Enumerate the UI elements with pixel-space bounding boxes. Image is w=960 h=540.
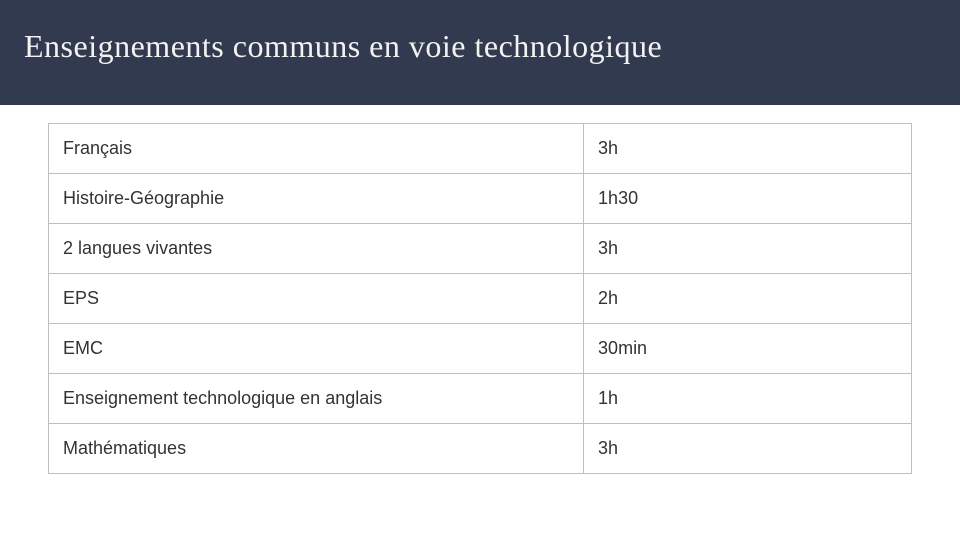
subject-cell: Français [49, 124, 584, 174]
hours-cell: 2h [584, 274, 912, 324]
subjects-table: Français3hHistoire-Géographie1h302 langu… [48, 123, 912, 474]
subjects-table-body: Français3hHistoire-Géographie1h302 langu… [49, 124, 912, 474]
table-row: Français3h [49, 124, 912, 174]
table-row: EPS2h [49, 274, 912, 324]
slide-title: Enseignements communs en voie technologi… [24, 28, 936, 65]
subject-cell: 2 langues vivantes [49, 224, 584, 274]
hours-cell: 3h [584, 424, 912, 474]
hours-cell: 1h [584, 374, 912, 424]
subject-cell: Mathématiques [49, 424, 584, 474]
table-row: Enseignement technologique en anglais1h [49, 374, 912, 424]
subject-cell: Enseignement technologique en anglais [49, 374, 584, 424]
hours-cell: 30min [584, 324, 912, 374]
subject-cell: EMC [49, 324, 584, 374]
table-row: 2 langues vivantes3h [49, 224, 912, 274]
hours-cell: 3h [584, 124, 912, 174]
subject-cell: EPS [49, 274, 584, 324]
table-row: EMC30min [49, 324, 912, 374]
slide-content: Français3hHistoire-Géographie1h302 langu… [0, 105, 960, 474]
hours-cell: 3h [584, 224, 912, 274]
subject-cell: Histoire-Géographie [49, 174, 584, 224]
table-row: Mathématiques3h [49, 424, 912, 474]
table-row: Histoire-Géographie1h30 [49, 174, 912, 224]
slide-header: Enseignements communs en voie technologi… [0, 0, 960, 105]
hours-cell: 1h30 [584, 174, 912, 224]
